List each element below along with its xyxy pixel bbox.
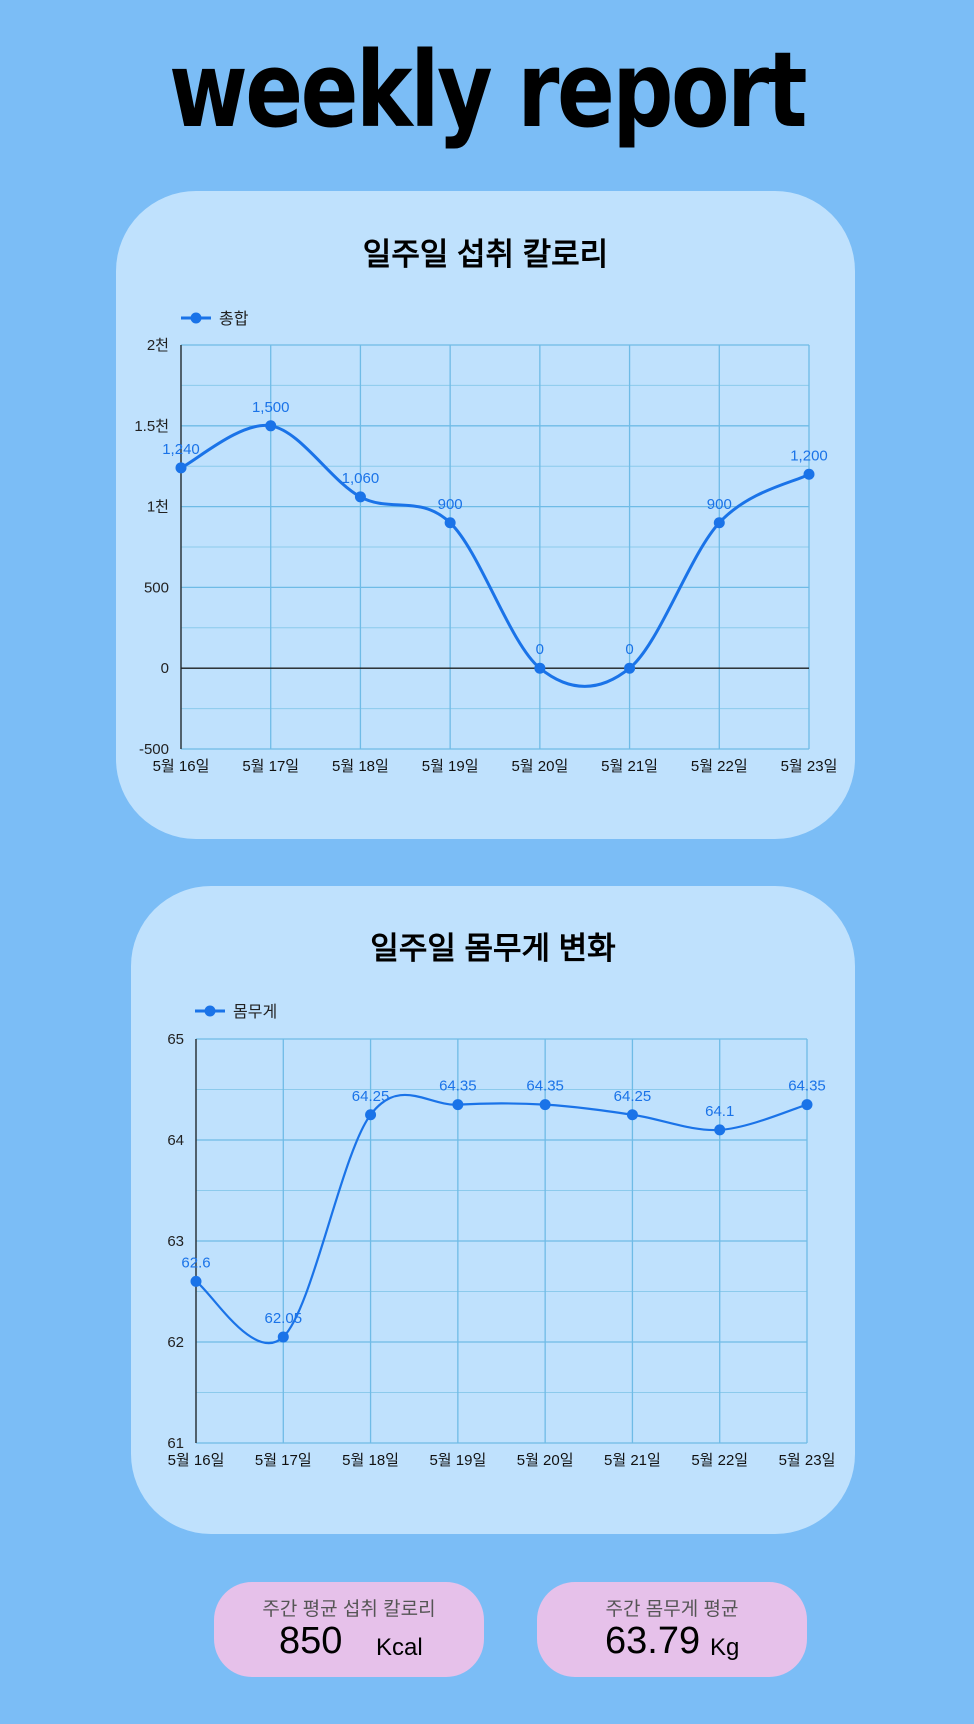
legend-marker bbox=[204, 1005, 216, 1017]
data-label: 1,500 bbox=[252, 399, 290, 416]
data-point bbox=[801, 1099, 813, 1111]
data-point bbox=[444, 517, 456, 529]
y-tick-label: 63 bbox=[167, 1233, 184, 1250]
x-tick-label: 5월 18일 bbox=[332, 758, 389, 775]
data-point bbox=[534, 662, 546, 674]
data-point bbox=[452, 1099, 464, 1111]
x-tick-label: 5월 20일 bbox=[517, 1452, 574, 1469]
data-point bbox=[713, 517, 725, 529]
legend-label: 몸무게 bbox=[233, 1003, 277, 1021]
x-tick-label: 5월 17일 bbox=[242, 758, 299, 775]
y-tick-label: 2천 bbox=[147, 337, 169, 354]
data-point bbox=[265, 420, 277, 432]
legend-marker bbox=[190, 312, 202, 324]
data-label: 64.1 bbox=[705, 1103, 734, 1120]
x-tick-label: 5월 21일 bbox=[604, 1452, 661, 1469]
x-tick-label: 5월 16일 bbox=[168, 1452, 225, 1469]
data-point bbox=[365, 1109, 377, 1121]
data-point bbox=[539, 1099, 551, 1111]
chart-title: 일주일 몸무게 변화 bbox=[370, 931, 616, 966]
x-tick-label: 5월 23일 bbox=[779, 1452, 836, 1469]
avg-weight-unit: Kg bbox=[710, 1634, 740, 1661]
y-tick-label: 61 bbox=[167, 1435, 184, 1452]
data-label: 62.6 bbox=[181, 1254, 210, 1271]
y-tick-label: 64 bbox=[167, 1132, 184, 1149]
y-tick-label: 1천 bbox=[147, 499, 169, 516]
x-tick-label: 5월 21일 bbox=[601, 758, 658, 775]
x-tick-label: 5월 17일 bbox=[255, 1452, 312, 1469]
data-point bbox=[626, 1109, 638, 1121]
data-label: 64.35 bbox=[439, 1078, 477, 1095]
x-tick-label: 5월 18일 bbox=[342, 1452, 399, 1469]
x-tick-label: 5월 19일 bbox=[429, 1452, 486, 1469]
avg-calorie-value: 850 bbox=[279, 1620, 343, 1662]
avg-calorie-summary: 주간 평균 섭취 칼로리 850 Kcal bbox=[214, 1582, 484, 1677]
data-label: 64.35 bbox=[526, 1078, 564, 1095]
avg-calorie-unit: Kcal bbox=[376, 1634, 423, 1661]
x-tick-label: 5월 16일 bbox=[153, 758, 210, 775]
x-tick-label: 5월 22일 bbox=[691, 1452, 748, 1469]
x-tick-label: 5월 20일 bbox=[511, 758, 568, 775]
avg-weight-label: 주간 몸무게 평균 bbox=[605, 1599, 739, 1620]
y-tick-label: 1.5천 bbox=[134, 418, 169, 435]
avg-calorie-label: 주간 평균 섭취 칼로리 bbox=[262, 1599, 436, 1620]
data-point bbox=[714, 1124, 726, 1136]
y-tick-label: 65 bbox=[167, 1031, 184, 1048]
avg-weight-value: 63.79 bbox=[605, 1620, 701, 1662]
data-label: 1,200 bbox=[790, 447, 828, 464]
data-label: 1,240 bbox=[162, 441, 200, 458]
data-label: 64.35 bbox=[788, 1078, 826, 1095]
avg-weight-summary: 주간 몸무게 평균 63.79 Kg bbox=[537, 1582, 807, 1677]
data-label: 64.25 bbox=[352, 1088, 390, 1105]
data-point bbox=[803, 468, 815, 480]
data-label: 0 bbox=[625, 641, 633, 658]
data-point bbox=[277, 1331, 289, 1343]
data-label: 62.05 bbox=[265, 1310, 303, 1327]
data-label: 0 bbox=[536, 641, 544, 658]
y-tick-label: -500 bbox=[139, 741, 169, 758]
data-point bbox=[175, 462, 187, 474]
data-label: 1,060 bbox=[342, 470, 380, 487]
data-label: 900 bbox=[438, 496, 463, 513]
data-point bbox=[624, 662, 636, 674]
series-line bbox=[180, 424, 810, 688]
y-tick-label: 0 bbox=[161, 660, 169, 677]
data-label: 900 bbox=[707, 496, 732, 513]
data-point bbox=[354, 491, 366, 503]
y-tick-label: 62 bbox=[167, 1334, 184, 1351]
x-tick-label: 5월 19일 bbox=[422, 758, 479, 775]
y-tick-label: 500 bbox=[144, 579, 169, 596]
data-label: 64.25 bbox=[614, 1088, 652, 1105]
x-tick-label: 5월 23일 bbox=[781, 758, 838, 775]
page-title: weekly report bbox=[168, 29, 808, 151]
x-tick-label: 5월 22일 bbox=[691, 758, 748, 775]
data-point bbox=[190, 1275, 202, 1287]
chart-title: 일주일 섭취 칼로리 bbox=[363, 237, 608, 272]
legend-label: 총합 bbox=[219, 310, 249, 328]
